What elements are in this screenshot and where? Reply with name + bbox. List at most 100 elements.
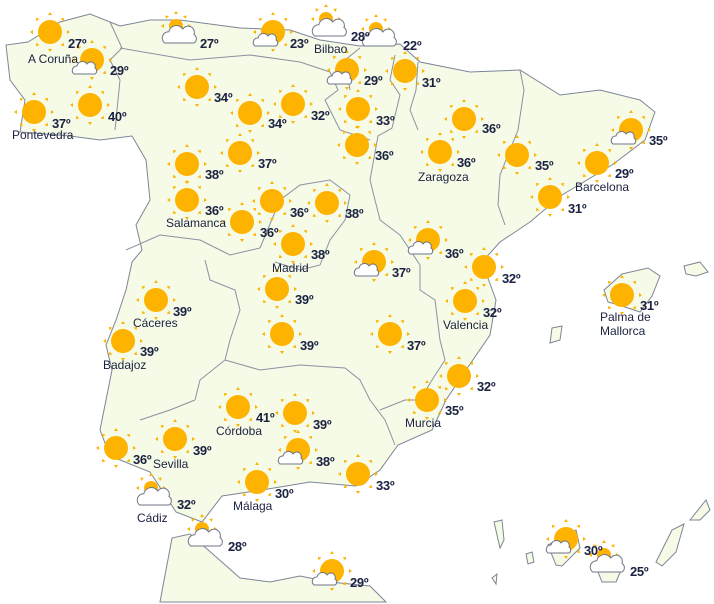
sun-ray	[240, 202, 244, 205]
temperature-label: 36º	[133, 452, 152, 467]
sun-disc	[345, 133, 369, 157]
sun-ray	[602, 540, 606, 543]
sun-ray	[641, 140, 646, 145]
sun-ray	[207, 72, 212, 77]
sun-ray	[546, 537, 549, 541]
temperature-label: 38º	[345, 206, 364, 221]
temperature-label: 25º	[630, 564, 649, 579]
sun-ray	[315, 8, 319, 12]
sun-disc	[428, 140, 452, 164]
sun-ray	[242, 467, 247, 472]
sun-ray	[252, 232, 257, 237]
sun-ray	[582, 173, 587, 178]
sun-ray	[639, 293, 642, 297]
cloud-shape	[407, 241, 434, 255]
sun-ray	[255, 405, 258, 409]
menorca	[683, 261, 709, 277]
sun-icon	[136, 280, 176, 320]
sun-cloud-icon	[545, 519, 586, 559]
sun-ray	[560, 207, 565, 212]
sun-ray	[370, 332, 373, 336]
temperature-label: 31º	[568, 201, 587, 216]
sun-ray	[342, 581, 347, 586]
sun-ray	[273, 242, 276, 246]
sun-ray	[197, 185, 202, 190]
cloud-shape	[326, 71, 353, 85]
sun-icon	[252, 181, 292, 221]
sun-cloud-icon	[277, 430, 318, 470]
sun-ray	[343, 459, 348, 464]
sun-ray	[141, 285, 146, 290]
sun-disc	[346, 462, 370, 486]
sun-ray	[345, 50, 349, 53]
city-label: Pontevedra	[12, 128, 74, 142]
sun-ray	[248, 93, 252, 96]
sun-ray	[75, 90, 80, 95]
sun-cloud-icon	[326, 50, 367, 90]
sun-ray	[262, 274, 267, 279]
temperature-label: 36º	[290, 205, 309, 220]
sun-ray	[140, 339, 143, 343]
sun-disc	[415, 388, 439, 412]
sun-ray	[227, 232, 232, 237]
temperature-label: 37º	[52, 116, 71, 131]
sun-ray	[474, 129, 479, 134]
sun-ray	[444, 361, 449, 366]
sun-ray	[267, 111, 270, 115]
city-label: Murcia	[405, 416, 442, 430]
sun-ray	[278, 89, 283, 94]
sun-ray	[576, 549, 581, 554]
temperature-label: 39º	[173, 304, 192, 319]
cloud-sun-icon	[589, 540, 625, 573]
sun-ray	[280, 423, 285, 428]
sun-ray	[209, 518, 213, 522]
sun-ray	[67, 30, 70, 34]
sun-icon	[439, 356, 479, 396]
sun-ray	[141, 310, 146, 315]
sun-ray	[257, 211, 262, 216]
sun-ray	[278, 229, 283, 234]
sun-ray	[595, 180, 599, 183]
sun-ray	[494, 252, 499, 257]
sun-ray	[207, 97, 212, 102]
sun-ray	[296, 430, 300, 433]
sun-ray	[225, 163, 230, 168]
cloud-sun-icon	[161, 11, 197, 44]
city-label: Cádiz	[137, 511, 168, 525]
sun-disc	[585, 151, 609, 175]
sun-ray	[183, 15, 187, 19]
sun-ray	[345, 87, 349, 90]
sun-ray	[259, 220, 262, 224]
sun-ray	[403, 88, 407, 91]
sun-ray	[412, 410, 417, 415]
sun-ray	[114, 428, 118, 431]
cloud-shape	[71, 61, 98, 75]
sun-ray	[515, 135, 519, 138]
temperature-label: 38º	[311, 247, 330, 262]
sun-icon	[338, 454, 378, 494]
sun-ray	[160, 449, 165, 454]
temperature-label: 37º	[258, 156, 277, 171]
sun-disc	[226, 395, 250, 419]
sun-ray	[337, 143, 340, 147]
sun-ray	[121, 358, 125, 361]
temperature-label: 37º	[407, 338, 426, 353]
city-label: Sevilla	[153, 457, 189, 471]
sun-ray	[407, 332, 410, 336]
sun-ray	[35, 42, 40, 47]
sun-ray	[438, 132, 442, 135]
sun-ray	[310, 242, 313, 246]
sun-ray	[548, 214, 552, 217]
sun-ray	[77, 45, 82, 50]
sun-ray	[632, 305, 637, 310]
sun-ray	[161, 24, 164, 28]
sun-ray	[282, 211, 287, 216]
sun-ray	[275, 269, 279, 272]
sun-ray	[200, 514, 204, 517]
cloud-sun-icon	[187, 514, 223, 547]
sun-ray	[267, 467, 272, 472]
sun-ray	[260, 98, 265, 103]
sun-ray	[108, 351, 113, 356]
canary-fuerteventura	[655, 523, 685, 567]
sun-ray	[283, 17, 288, 22]
